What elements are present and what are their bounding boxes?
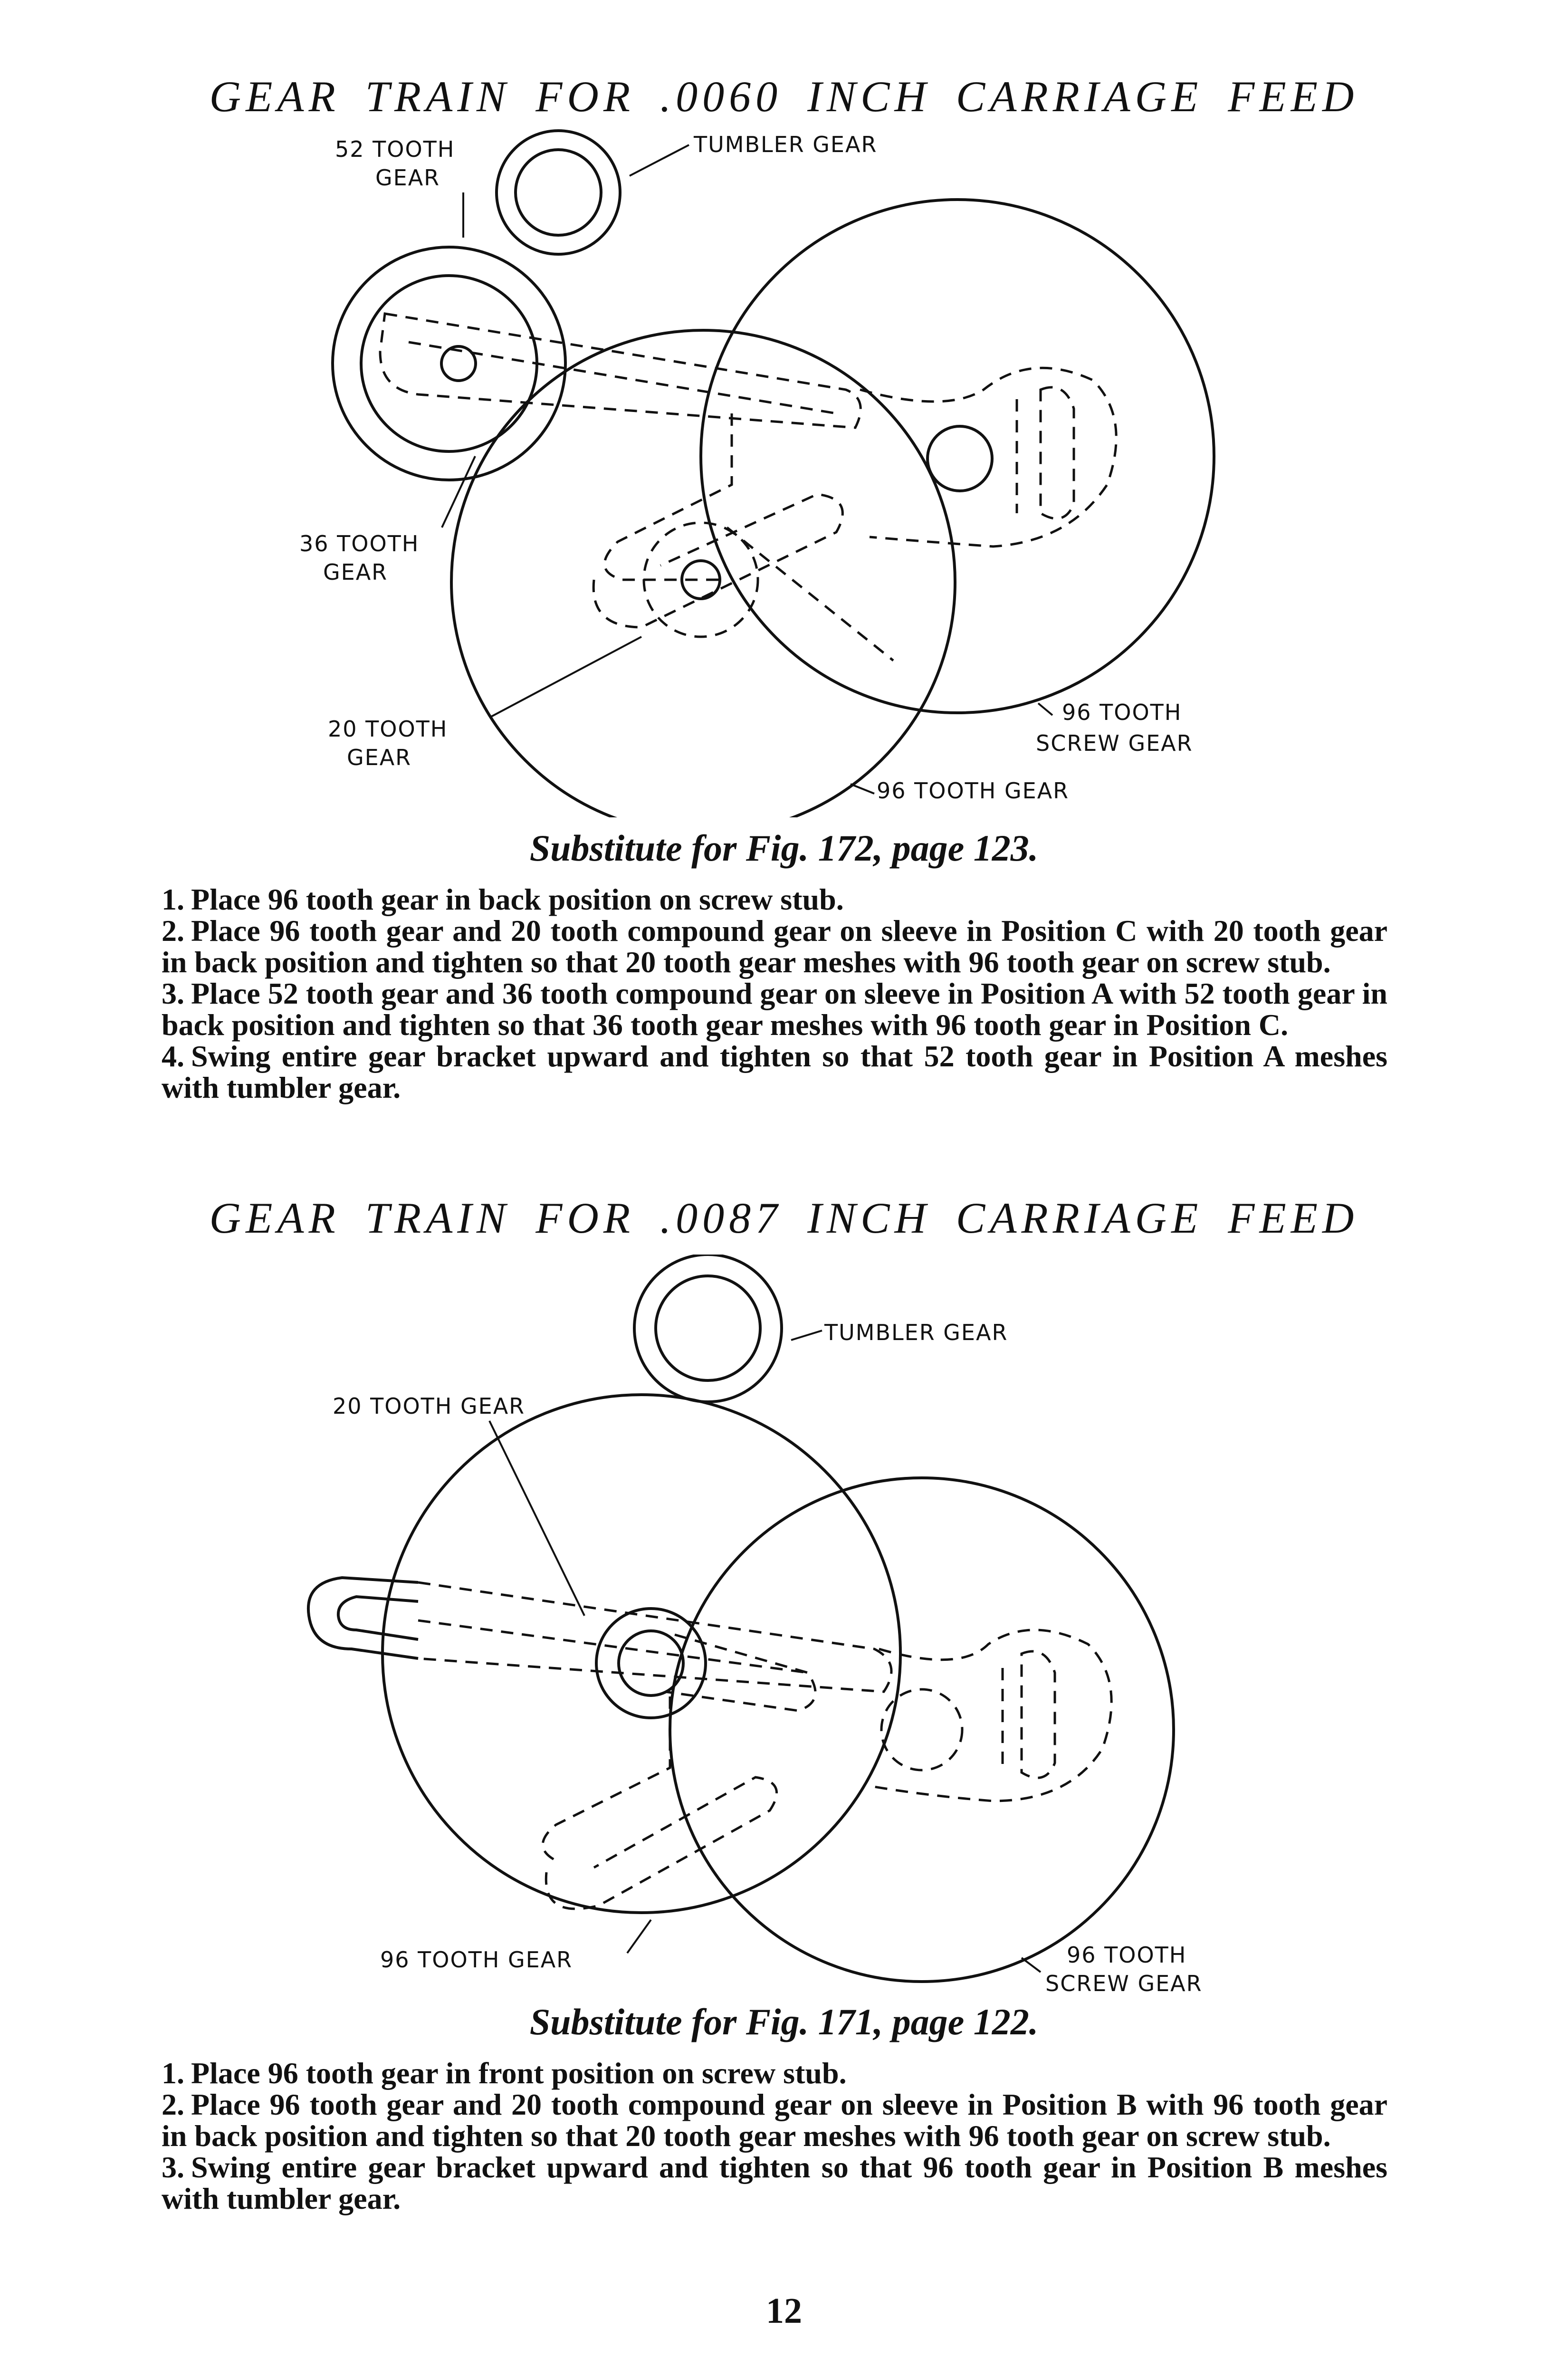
- tumbler-gear: [633, 1255, 783, 1403]
- section2-steps: 1. Place 96 tooth gear in front position …: [162, 2058, 1387, 2214]
- screw-gear-96: [699, 198, 1215, 714]
- label-screw-96-line1: 96 TOOTH: [1062, 699, 1182, 725]
- section2-step: 2. Place 96 tooth gear and 20 tooth compo…: [162, 2088, 1387, 2153]
- section1-caption: Substitute for Fig. 172, page 123.: [529, 827, 1039, 869]
- screw-stub: [926, 425, 994, 492]
- leader-lines: [488, 1330, 1042, 1973]
- section1-step: 1. Place 96 tooth gear in back position o…: [162, 882, 844, 916]
- leader-lines: [441, 144, 1053, 795]
- gear-bracket: [379, 312, 1118, 661]
- section2-caption: Substitute for Fig. 171, page 122.: [529, 2001, 1039, 2042]
- label-screw-96-line2: SCREW GEAR: [1036, 730, 1193, 756]
- label-gear-96: 96 TOOTH GEAR: [877, 778, 1069, 804]
- label-tumbler-gear: TUMBLER GEAR: [824, 1320, 1008, 1345]
- gear-bracket: [306, 1576, 1113, 1910]
- label-52-tooth-line2: GEAR: [375, 165, 440, 191]
- gear-96: [450, 329, 956, 817]
- section2-title: GEAR TRAIN FOR .0087 INCH CARRIAGE FEED: [209, 1194, 1359, 1242]
- section2-step: 1. Place 96 tooth gear in front position …: [162, 2056, 847, 2090]
- gear-96: [381, 1393, 902, 1914]
- label-20-tooth-line2: GEAR: [347, 745, 411, 770]
- label-20-tooth-line1: 20 TOOTH: [328, 716, 448, 742]
- section1-title: GEAR TRAIN FOR .0060 INCH CARRIAGE FEED: [209, 72, 1359, 121]
- label-36-tooth-line2: GEAR: [323, 559, 388, 585]
- tumbler-gear: [495, 129, 621, 256]
- section1-step: 3. Place 52 tooth gear and 36 tooth compo…: [162, 977, 1387, 1042]
- label-screw-96-line1: 96 TOOTH: [1067, 1942, 1186, 1968]
- section1-step: 4. Swing entire gear bracket upward and t…: [162, 1039, 1387, 1104]
- label-tumbler-gear: TUMBLER GEAR: [693, 132, 877, 157]
- gear-52-36-compound: [331, 246, 567, 481]
- screw-stub: [880, 1688, 964, 1772]
- label-screw-96-line2: SCREW GEAR: [1045, 1971, 1203, 1996]
- section2-step: 3. Swing entire gear bracket upward and t…: [162, 2150, 1387, 2215]
- page-number: 12: [766, 2291, 802, 2331]
- label-gear-96: 96 TOOTH GEAR: [380, 1947, 573, 1973]
- label-52-tooth-line1: 52 TOOTH: [335, 136, 455, 162]
- label-20-tooth-gear: 20 TOOTH GEAR: [333, 1393, 525, 1419]
- label-36-tooth-line1: 36 TOOTH: [299, 531, 419, 556]
- gear-20: [595, 1607, 707, 1719]
- gear-diagram-0087: 20 TOOTH GEAR TUMBLER GEAR 96 TOOTH GEAR…: [0, 1255, 1568, 1996]
- section1-step: 2. Place 96 tooth gear and 20 tooth compo…: [162, 914, 1387, 979]
- section1-steps: 1. Place 96 tooth gear in back position o…: [162, 884, 1387, 1103]
- gear-20: [642, 521, 759, 638]
- screw-gear-96: [669, 1476, 1175, 1983]
- gear-diagram-0060: 52 TOOTH GEAR TUMBLER GEAR 36 TOOTH GEAR…: [0, 124, 1568, 817]
